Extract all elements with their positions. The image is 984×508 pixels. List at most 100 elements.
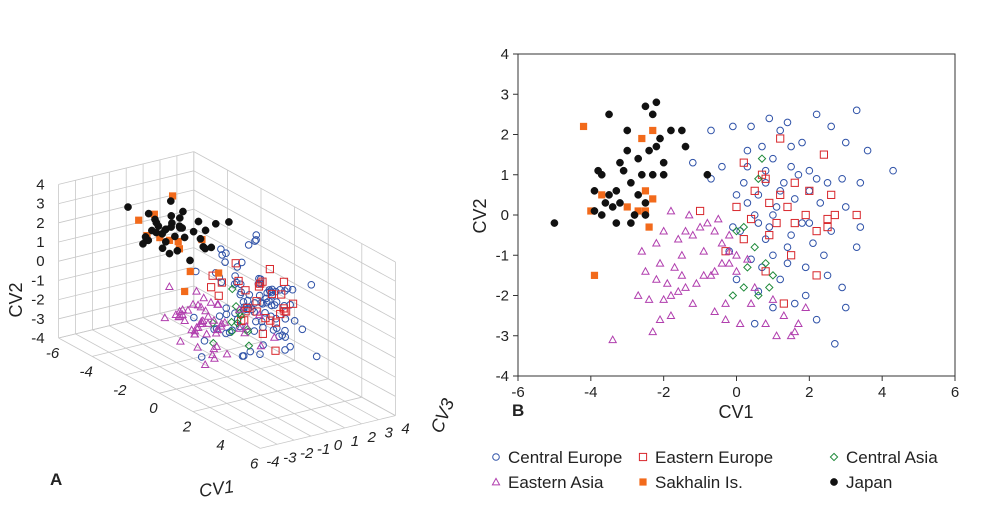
panel-b-point xyxy=(590,207,599,215)
panel-a-point xyxy=(180,315,190,324)
panel-b-point xyxy=(605,110,613,119)
panel-b-point xyxy=(823,214,832,224)
panel-b-point xyxy=(841,203,850,211)
panel-b-point xyxy=(634,154,643,163)
panel-a-point xyxy=(227,317,236,327)
panel-b-point xyxy=(764,283,774,292)
panel-b-point xyxy=(732,191,741,199)
panel-a-point xyxy=(290,317,299,325)
panel-b-point xyxy=(655,315,665,324)
legend-item: Japan xyxy=(830,473,892,492)
panel-a-point xyxy=(150,210,158,218)
panel-a-point xyxy=(227,327,237,336)
panel-b-point xyxy=(732,275,741,284)
panel-a-grid-line xyxy=(193,170,396,282)
panel-b-point xyxy=(678,126,686,135)
panel-b-point xyxy=(790,327,800,336)
panel-b-point xyxy=(735,319,745,328)
legend-label: Eastern Asia xyxy=(508,473,604,492)
panel-a-point xyxy=(176,224,185,232)
panel-a-point xyxy=(240,316,249,325)
panel-b-point xyxy=(743,263,752,272)
panel-b-point xyxy=(739,222,749,232)
panel-a-point xyxy=(167,212,176,220)
panel-a-ztick-label: -3 xyxy=(283,449,297,466)
panel-b-point xyxy=(637,170,646,179)
panel-b-point xyxy=(819,150,828,159)
panel-b-point xyxy=(627,178,635,187)
panel-b-point xyxy=(812,271,821,280)
panel-b-point xyxy=(699,270,709,279)
panel-b-point xyxy=(783,259,792,268)
panel-b-point xyxy=(666,310,676,320)
panel-a-point xyxy=(252,236,260,244)
panel-b-point xyxy=(786,331,796,340)
panel-b-point xyxy=(793,319,803,328)
panel-a-point xyxy=(298,325,307,334)
panel-a-point xyxy=(193,342,203,351)
panel-a-point xyxy=(160,313,170,322)
panel-a-point xyxy=(258,299,267,308)
panel-b-point xyxy=(798,138,806,147)
panel-a-point xyxy=(252,317,260,326)
panel-b-point xyxy=(702,218,712,227)
panel-a-point xyxy=(273,324,281,332)
panel-b-point xyxy=(601,199,610,207)
panel-a-ytick-label: -3 xyxy=(31,311,44,328)
panel-b-point xyxy=(776,190,785,199)
panel-b-point xyxy=(856,179,865,187)
panel-b-point xyxy=(750,242,760,252)
panel-b-point xyxy=(805,187,814,195)
panel-a-grid-line xyxy=(58,285,194,320)
panel-b-point xyxy=(742,254,752,263)
panel-b-point xyxy=(649,126,657,135)
panel-b-point xyxy=(856,223,865,231)
panel-b-point xyxy=(681,282,690,291)
panel-a-grid-line xyxy=(58,170,194,204)
panel-b-point xyxy=(550,219,559,227)
panel-b-point xyxy=(721,247,730,256)
panel-a-point xyxy=(222,310,231,319)
panel-a-point xyxy=(197,353,206,361)
panel-b-point xyxy=(684,210,694,219)
panel-b-point xyxy=(769,303,777,312)
panel-b-point xyxy=(787,251,796,260)
panel-a-point xyxy=(201,306,210,315)
panel-b-point xyxy=(630,211,639,219)
panel-b-point xyxy=(721,298,731,307)
panel-a-grid-line xyxy=(126,321,328,433)
panel-b-point xyxy=(787,142,795,151)
panel-b-point xyxy=(779,299,788,308)
panel-b-point xyxy=(649,195,657,203)
panel-b-point xyxy=(656,134,664,143)
panel-b-point xyxy=(703,170,712,179)
panel-b-point xyxy=(648,327,658,336)
panel-b-point xyxy=(670,262,680,271)
panel-a-point xyxy=(186,256,194,265)
panel-b-point xyxy=(827,190,836,199)
panel-b-point xyxy=(666,206,676,215)
panel-a-point xyxy=(252,297,261,306)
panel-b-point xyxy=(761,267,770,276)
panel-b-frame xyxy=(517,53,956,377)
panel-a-point xyxy=(195,319,205,328)
panel-b-point xyxy=(750,319,759,328)
panel-a-point xyxy=(180,233,189,242)
panel-b-point xyxy=(820,251,828,260)
legend-label: Eastern Europe xyxy=(655,448,773,467)
panel-b-point xyxy=(758,142,766,151)
panel-a-xtick-label: -2 xyxy=(113,382,127,399)
panel-b-point xyxy=(724,246,734,255)
legend-marker xyxy=(830,478,838,486)
panel-b-point xyxy=(681,226,690,235)
panel-a-ytick-label: 0 xyxy=(36,253,44,270)
panel-b-point xyxy=(739,283,749,292)
panel-b-point xyxy=(637,246,647,255)
panel-a-point xyxy=(212,341,222,350)
panel-a-point xyxy=(209,344,219,353)
panel-a-point xyxy=(217,245,225,253)
panel-b-point xyxy=(790,218,799,228)
panel-a-point xyxy=(241,286,250,295)
panel-a-point xyxy=(173,246,182,255)
